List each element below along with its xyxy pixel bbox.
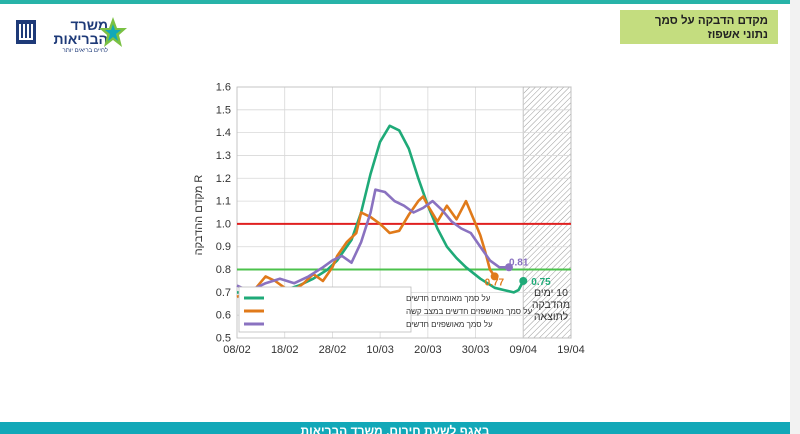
logo-slogan: לחיים בריאים יותר [62,48,108,54]
menorah-emblem-icon [16,20,36,44]
series-end-label: 0.77 [485,277,505,288]
y-tick-label: 0.6 [216,310,231,322]
chart-legend: על סמך מאומתים חדשים על סמך מאושפזים חדש… [238,286,532,333]
top-accent-rule [0,0,790,4]
y-tick-label: 0.5 [216,333,231,345]
x-tick-label: 19/04 [557,344,585,356]
y-tick-label: 1.6 [216,82,231,94]
series-end-point [490,272,499,281]
hatched-forecast-region [522,86,572,339]
y-tick-label: 0.9 [216,241,231,253]
y-tick-label: 1.5 [216,104,231,116]
series-end-label: 0.75 [531,277,551,288]
slide-right-edge [790,0,800,434]
result-delay-annotation: 10 ימים מהדבקה לתוצאה [532,287,570,323]
star-icon [99,17,127,47]
x-tick-label: 08/02 [223,344,251,356]
ministry-logo: משרד הבריאות לחיים בריאים יותר [12,12,132,54]
legend-label-severe: על סמך מאושפזים חדשים במצב קשה [406,307,532,316]
y-tick-label: 1.0 [216,218,231,230]
x-tick-label: 30/03 [462,344,490,356]
x-tick-label: 10/03 [366,344,394,356]
legend-box [238,286,412,333]
legend-label-confirmed: על סמך מאומתים חדשים [406,294,491,303]
series-end-point [519,276,528,285]
x-tick-label: 18/02 [271,344,299,356]
y-tick-label: 1.1 [216,196,231,208]
series-end-point [504,263,513,272]
y-tick-label: 0.7 [216,287,231,299]
logo-ministry-name: משרד הבריאות [53,17,108,47]
slide-title: מקדם הדבקה על סמך נתוני אשפוז [654,15,768,41]
annotation-line-3: לתוצאה [534,311,569,323]
legend-label-hospitalized: על סמך מאושפזים חדשים [406,320,493,329]
annotation-line-2: מהדבקה [532,299,570,311]
footer-bar: באגף לשעת חירום, משרד הבריאות [0,422,790,434]
x-tick-label: 09/04 [510,344,538,356]
y-tick-label: 1.3 [216,150,231,162]
x-tick-label: 20/03 [414,344,442,356]
annotation-line-1: 10 ימים [534,287,568,299]
y-axis-label: מקדם ההדבקה R [193,175,205,256]
footer-text: באגף לשעת חירום, משרד הבריאות [300,424,490,434]
y-tick-label: 1.4 [216,127,231,139]
x-tick-label: 28/02 [319,344,347,356]
plot-border [236,86,572,339]
slide-title-box: מקדם הדבקה על סמך נתוני אשפוז [620,10,778,44]
series-end-label: 0.81 [509,257,529,268]
y-tick-label: 1.2 [216,173,231,185]
y-tick-label: 0.8 [216,264,231,276]
series-line [236,188,509,292]
